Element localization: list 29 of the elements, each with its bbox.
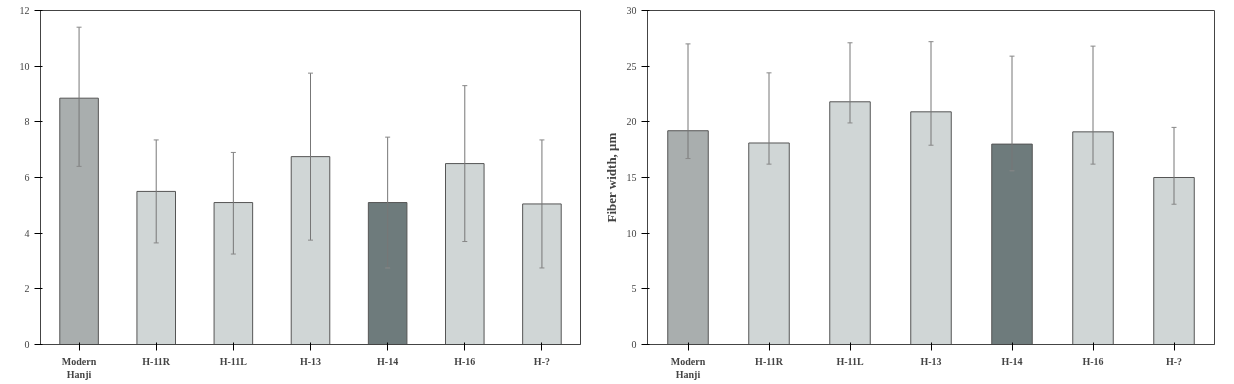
x-tick-label: H-11L <box>836 355 864 367</box>
x-tick-label: H-16 <box>1082 355 1104 367</box>
y-tick-label: 30 <box>626 5 637 16</box>
y-tick-label: 0 <box>24 339 30 350</box>
x-tick-label: H-11R <box>755 355 784 367</box>
y-tick-label: 0 <box>631 339 637 350</box>
x-tick-label: H-11L <box>219 355 248 367</box>
x-tick-label: Modern Hanji <box>670 355 706 380</box>
x-tick-label: H-13 <box>920 355 942 367</box>
y-tick-label: 4 <box>24 227 30 239</box>
y-tick-label: 6 <box>24 172 30 183</box>
x-tick-label: H-16 <box>454 355 476 367</box>
y-tick-label: 2 <box>24 283 30 295</box>
y-tick-label: 8 <box>24 116 30 128</box>
y-tick-label: 10 <box>626 227 637 239</box>
y-tick-label: 15 <box>626 172 637 183</box>
y-tick-label: 5 <box>631 283 637 295</box>
y-axis-title: Fiber width, μm <box>603 132 619 223</box>
x-tick-label: H-14 <box>377 355 399 367</box>
x-tick-label: H-? <box>533 355 550 367</box>
x-tick-label: Modern Hanji <box>61 355 97 380</box>
x-tick-label: H-11R <box>142 355 171 367</box>
y-tick-label: 20 <box>626 116 637 128</box>
y-tick-label: 12 <box>19 5 30 16</box>
x-tick-label: H-? <box>1165 355 1183 367</box>
x-tick-label: H-13 <box>299 355 322 367</box>
y-tick-label: 25 <box>626 60 637 72</box>
y-tick-label: 10 <box>19 60 30 72</box>
x-tick-label: H-14 <box>1001 355 1023 367</box>
